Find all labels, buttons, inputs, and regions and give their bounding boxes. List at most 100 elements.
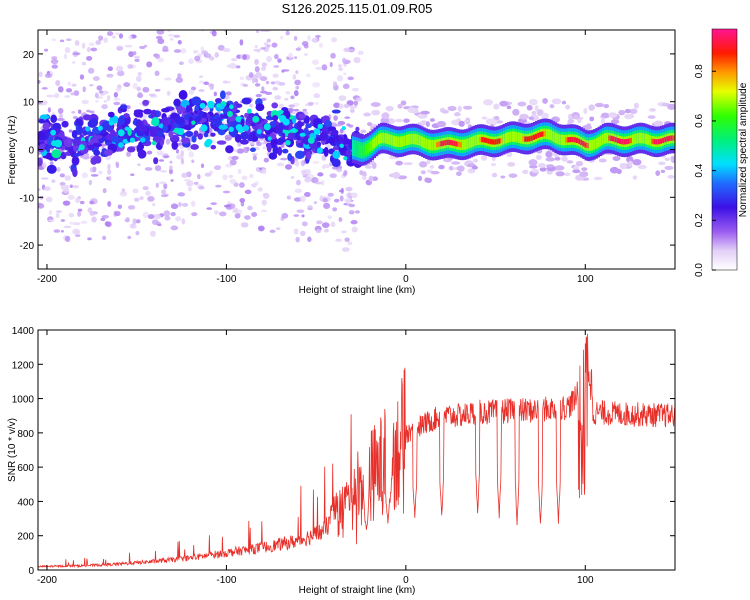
heatmap-cell [101,104,108,110]
heatmap-cell [60,219,66,222]
heatmap-cell [118,33,124,39]
heatmap-cell [371,139,374,151]
heatmap-cell [153,213,162,220]
heatmap-cell [354,210,360,214]
heatmap-cell [417,175,423,182]
heatmap-cell [263,157,270,163]
heatmap-cell [461,139,465,151]
heatmap-cell [112,35,116,39]
heatmap-cell [113,91,119,98]
heatmap-cell [55,80,61,87]
heatmap-cell [425,138,428,149]
heatmap-cell [353,57,361,64]
heatmap-cell [125,216,130,223]
heatmap-cell [547,129,551,140]
heatmap-cell [104,221,110,227]
heatmap-cell [181,218,186,225]
heatmap-cell [359,170,364,176]
heatmap-cell [354,143,357,154]
heatmap-cell [60,230,64,233]
y-tick-label: 400 [17,497,34,508]
heatmap-cell [304,53,308,56]
heatmap-cell [203,132,209,138]
heatmap-cell [476,134,480,146]
heatmap-cell [169,37,174,41]
heatmap-cell [194,105,200,112]
y-tick-label: 800 [17,429,34,440]
heatmap-cell [315,35,321,38]
heatmap-cell [351,87,359,92]
heatmap-cell [580,139,583,146]
heatmap-cell [253,48,261,52]
heatmap-cell [137,149,146,159]
heatmap-cell [583,107,588,115]
heatmap-cell [132,218,137,225]
heatmap-cell [244,112,249,118]
heatmap-cell [313,128,321,135]
heatmap-cell [45,196,53,203]
heatmap-cell [341,57,347,64]
heatmap-cell [392,171,401,179]
heatmap-cell [624,113,634,120]
heatmap-cell [307,101,315,105]
heatmap-cell [346,198,351,206]
y-tick-label: 1400 [12,326,35,337]
heatmap-cell [156,30,165,35]
heatmap-cell [51,149,62,159]
heatmap-cell [420,120,428,125]
heatmap-cell [323,146,329,157]
heatmap-cell [256,141,262,147]
heatmap-cell [151,219,159,226]
heatmap-cell [242,146,249,154]
heatmap-cell [92,76,100,81]
heatmap-cell [178,61,184,65]
heatmap-cell [132,188,139,194]
heatmap-cell [255,30,260,34]
colorbar-tick-label: 0.2 [694,213,705,227]
heatmap-cell [139,137,146,143]
heatmap-cell [494,115,500,120]
heatmap-cell [240,131,249,140]
heatmap-cell [429,165,435,169]
heatmap-cell [231,57,238,62]
heatmap-cell [52,122,61,129]
heatmap-cell [87,67,95,74]
heatmap-cell [163,183,168,190]
heatmap-cell [251,183,257,188]
heatmap-cell [270,81,276,85]
heatmap-cell [539,167,547,172]
heatmap-cell [95,99,99,103]
heatmap-cell [430,170,440,175]
heatmap-cell [38,203,45,209]
heatmap-cell [619,138,622,144]
heatmap-cell [295,179,301,186]
heatmap-cell [214,210,219,215]
heatmap-cell [272,86,279,91]
heatmap-cell [597,136,601,148]
heatmap-cell [499,100,509,107]
heatmap-cell [210,132,216,137]
heatmap-cell [222,190,231,194]
heatmap-cell [479,136,482,143]
heatmap-cell [161,116,169,127]
heatmap-cell [329,173,337,179]
heatmap-cell [191,96,202,106]
heatmap-cell [517,132,521,143]
heatmap-cell [363,112,371,117]
heatmap-cell [301,221,308,227]
heatmap-cell [280,157,288,161]
heatmap-cell [144,167,153,171]
heatmap-cell [295,86,300,90]
heatmap-cell [168,165,173,171]
heatmap-cell [72,168,78,178]
heatmap-cell [107,201,112,207]
heatmap-cell [670,156,675,164]
heatmap-cell [313,201,318,205]
heatmap-cell [253,20,257,25]
heatmap-cell [670,135,674,141]
heatmap-cell [272,73,279,78]
heatmap-cell [494,139,497,145]
heatmap-cell [637,164,647,170]
heatmap-cell [59,173,65,178]
